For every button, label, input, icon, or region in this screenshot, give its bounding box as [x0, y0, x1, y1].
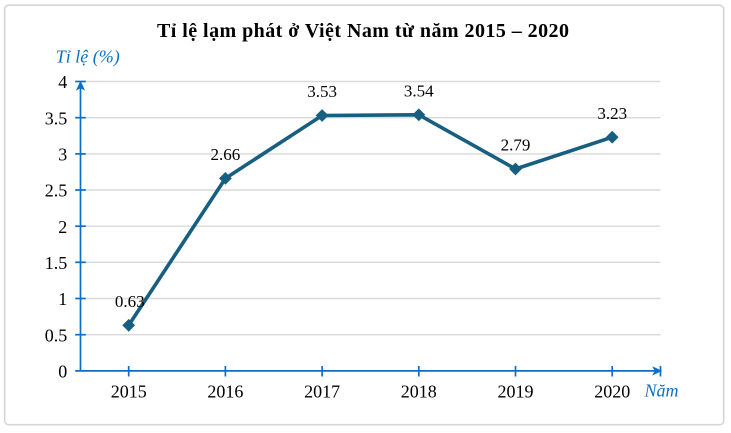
svg-text:2.66: 2.66	[211, 145, 241, 164]
svg-text:2019: 2019	[498, 381, 534, 401]
svg-text:3.5: 3.5	[45, 108, 68, 128]
svg-text:2018: 2018	[401, 381, 437, 401]
svg-text:3.53: 3.53	[307, 82, 337, 101]
svg-text:4: 4	[58, 72, 67, 92]
svg-text:2017: 2017	[304, 381, 340, 401]
svg-text:3.23: 3.23	[597, 104, 627, 123]
svg-text:Năm: Năm	[644, 381, 679, 401]
svg-text:Tỉ lệ lạm phát ở Việt Nam từ n: Tỉ lệ lạm phát ở Việt Nam từ năm 2015 – …	[157, 20, 569, 42]
svg-text:3: 3	[58, 145, 67, 165]
svg-text:0: 0	[58, 362, 67, 382]
svg-text:3.54: 3.54	[404, 81, 434, 100]
svg-text:1: 1	[58, 289, 67, 309]
svg-text:2: 2	[58, 217, 67, 237]
svg-text:0.63: 0.63	[115, 292, 145, 311]
svg-text:2015: 2015	[111, 381, 147, 401]
svg-text:2020: 2020	[594, 381, 630, 401]
svg-text:2.79: 2.79	[501, 136, 531, 155]
svg-text:0.5: 0.5	[45, 325, 68, 345]
svg-text:2.5: 2.5	[45, 181, 68, 201]
svg-text:2016: 2016	[207, 381, 243, 401]
svg-text:Tỉ lệ (%): Tỉ lệ (%)	[56, 47, 120, 68]
svg-text:1.5: 1.5	[45, 253, 68, 273]
